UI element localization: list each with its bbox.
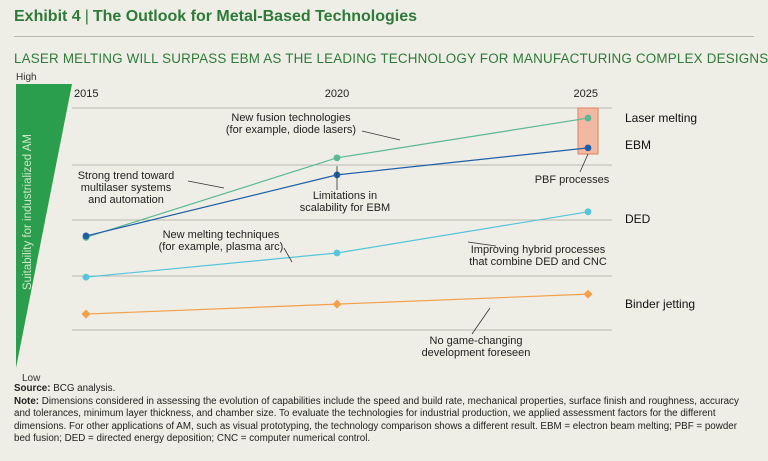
annotation-multilaser-line: Strong trend toward [78,170,175,182]
series-label: EBM [625,138,651,152]
annotation-hybrid-line: that combine DED and CNC [469,256,607,268]
exhibit-label: Exhibit 4 [14,8,81,25]
data-point [584,114,592,122]
source-text: BCG analysis. [53,383,116,394]
y-axis-label: Suitability for industrialized AM [22,134,34,290]
annotation-leader [467,241,497,247]
annotation-leader [361,130,401,141]
series-label: DED [625,212,651,226]
exhibit-header: Exhibit 4 | The Outlook for Metal-Based Te… [14,8,417,26]
data-point [82,273,90,281]
annotation-multilaser-line: multilaser systems [81,182,172,194]
annotation-ebm-limits-line: Limitations in [313,190,377,202]
series-label: Laser melting [625,111,697,125]
data-point [333,154,341,162]
data-point [82,232,90,240]
series-label: Binder jetting [625,297,695,311]
annotation-hybrid-line: Improving hybrid processes [471,244,606,256]
annotation-binder: No game-changing development foreseen [422,335,531,359]
data-point [81,309,91,319]
exhibit-title: The Outlook for Metal-Based Technologies [92,8,418,25]
annotation-ebm-limits: Limitations in scalability for EBM [300,190,390,214]
x-tick-label: 2015 [74,88,98,100]
data-point [584,144,592,152]
chart-subtitle: LASER MELTING WILL SURPASS EBM AS THE LE… [14,51,768,66]
annotation-fusion-line: (for example, diode lasers) [226,124,356,136]
y-high-label: High [16,72,37,83]
note-line: Note: Dimensions considered in assessing… [14,396,756,446]
y-low-label: Low [22,373,41,384]
pbf-label: PBF processes [535,174,610,186]
header-rule [14,36,754,37]
annotation-melting-line: New melting techniques [163,229,280,241]
source-line: Source: BCG analysis. [14,383,756,396]
annotation-leader [187,180,225,189]
notes: Source: BCG analysis. Note: Dimensions c… [14,383,756,446]
note-text: Dimensions considered in assessing the e… [14,395,739,445]
exhibit-separator: | [84,8,89,25]
annotation-multilaser: Strong trend toward multilaser systems and… [78,170,175,206]
x-tick-label: 2025 [574,88,598,100]
annotation-leader [471,307,491,335]
annotation-binder-line: No game-changing [430,335,523,347]
note-label: Note: [14,395,40,407]
data-point [583,289,593,299]
annotation-fusion: New fusion technologies (for example, dio… [226,112,356,136]
data-point [333,249,341,257]
data-point [584,208,592,216]
annotation-melting: New melting techniques (for example, plas… [159,229,284,253]
annotation-melting-line: (for example, plasma arc) [159,241,284,253]
data-point [332,299,342,309]
annotation-fusion-line: New fusion technologies [231,112,351,124]
annotation-binder-line: development foreseen [422,347,531,359]
annotation-ebm-limits-line: scalability for EBM [300,202,390,214]
annotation-leader [283,247,293,263]
source-label: Source: [14,383,51,394]
annotation-hybrid: Improving hybrid processes that combine D… [469,244,607,268]
annotation-multilaser-line: and automation [88,194,164,206]
suitability-wedge [16,84,72,368]
x-tick-label: 2020 [325,88,349,100]
pbf-leader [579,153,589,173]
